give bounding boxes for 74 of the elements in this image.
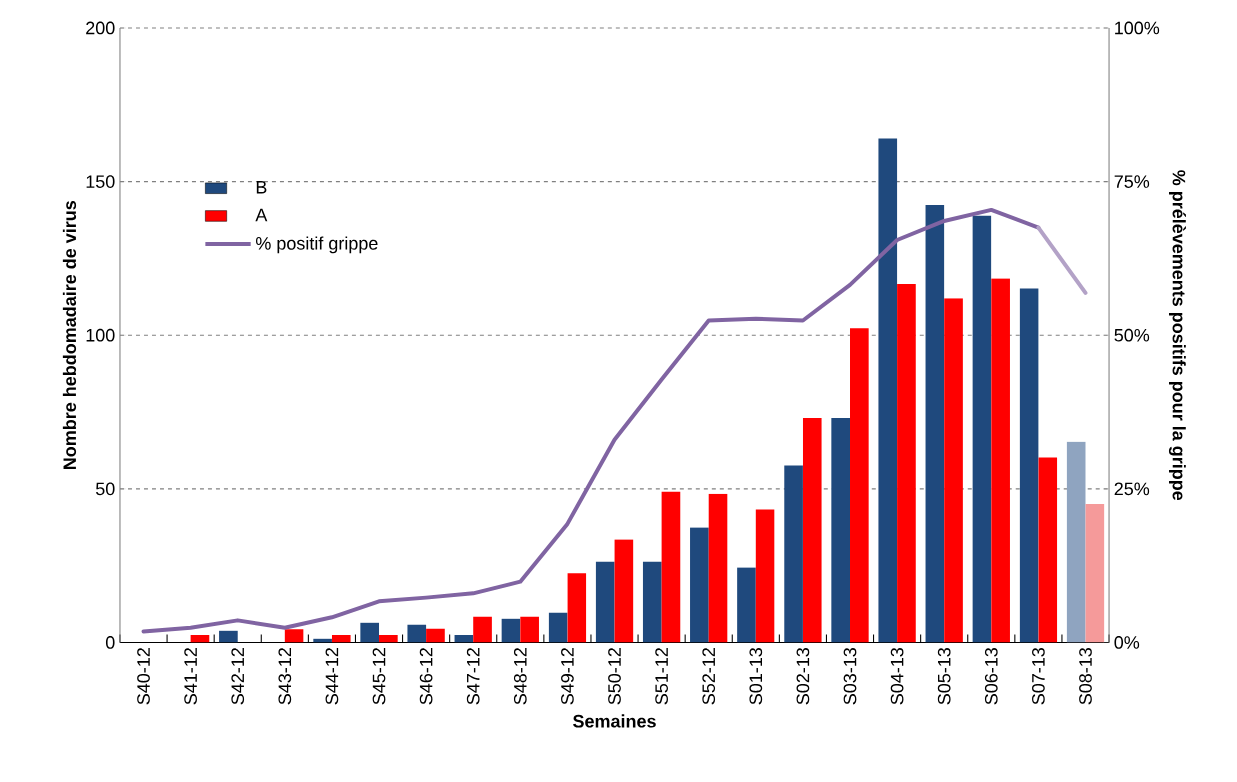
x-tick-label: S02-13 — [796, 647, 810, 705]
y-tick-label: 50 — [95, 482, 115, 496]
bar — [407, 624, 427, 643]
y2-tick-label: 50% — [1114, 328, 1150, 342]
x-tick-label: S50-12 — [608, 647, 621, 705]
bar — [897, 283, 916, 643]
x-tick-label: S47-12 — [466, 647, 480, 705]
x-tick-label: S01-13 — [749, 647, 763, 705]
x-tick-label: S52-12 — [702, 647, 716, 705]
bar — [831, 417, 850, 643]
y-axis-title: Nombre hebdomadaire de virus — [62, 200, 77, 469]
bar — [614, 539, 634, 643]
bar — [708, 493, 728, 643]
x-tick-label: S05-13 — [937, 647, 951, 705]
y2-tick-label: 100% — [1115, 21, 1160, 35]
bar — [737, 567, 756, 643]
y-tick-label: 200 — [86, 21, 115, 35]
bar — [219, 630, 238, 643]
legend-label: A — [255, 208, 268, 221]
bar — [991, 278, 1010, 643]
bar — [1085, 503, 1105, 643]
legend-label: B — [256, 180, 267, 194]
bar — [690, 527, 709, 643]
x-tick-label: S49-12 — [561, 647, 574, 705]
bar — [661, 491, 681, 643]
x-axis-title: Semaines — [573, 714, 656, 728]
bar — [331, 634, 351, 643]
x-tick-label: S44-12 — [325, 647, 339, 705]
bar — [379, 634, 398, 643]
x-tick-label: S51-12 — [655, 647, 668, 705]
bar — [755, 509, 775, 643]
x-tick-label: S42-12 — [231, 647, 245, 705]
y2-tick-label: 0% — [1114, 635, 1140, 649]
x-tick-label: S43-12 — [278, 647, 292, 705]
y2-axis-title: % prélèvements positifs pour la grippe — [1168, 169, 1186, 500]
bar — [190, 634, 210, 643]
x-tick-label: S07-13 — [1032, 647, 1045, 705]
bar — [284, 629, 304, 643]
y2-tick-label: 25% — [1114, 482, 1150, 496]
bar — [473, 616, 492, 643]
bar — [1038, 457, 1058, 643]
x-tick-label: S06-13 — [984, 647, 998, 705]
y2-tick-label: 75% — [1114, 175, 1150, 188]
x-tick-label: S46-12 — [419, 647, 433, 705]
y-tick-label: 150 — [86, 175, 115, 188]
x-tick-label: S03-13 — [843, 647, 857, 705]
bar — [1019, 288, 1039, 643]
bar — [784, 465, 803, 643]
x-tick-label: S48-12 — [513, 647, 527, 705]
bar — [1066, 441, 1086, 643]
y-tick-label: 100 — [86, 328, 115, 342]
bar — [878, 138, 898, 643]
bar — [802, 417, 822, 643]
x-tick-label: S40-12 — [137, 647, 150, 705]
bar — [360, 622, 380, 643]
bar — [595, 561, 615, 643]
bar — [454, 634, 474, 643]
x-tick-label: S41-12 — [184, 647, 197, 705]
bar — [642, 561, 662, 643]
line-series — [141, 207, 1041, 634]
x-tick-label: S08-13 — [1079, 647, 1092, 705]
bar — [548, 612, 568, 643]
bar — [972, 215, 992, 643]
bar — [925, 204, 945, 643]
x-tick-label: S45-12 — [372, 647, 386, 705]
bar — [426, 628, 445, 643]
bar — [944, 298, 963, 643]
bar — [850, 327, 869, 643]
bar — [567, 573, 587, 643]
bar — [501, 618, 521, 643]
legend-label: % positif grippe — [256, 236, 378, 254]
x-tick-label: S04-13 — [890, 647, 904, 705]
y-tick-label: 0 — [105, 635, 115, 649]
bar — [520, 616, 539, 643]
